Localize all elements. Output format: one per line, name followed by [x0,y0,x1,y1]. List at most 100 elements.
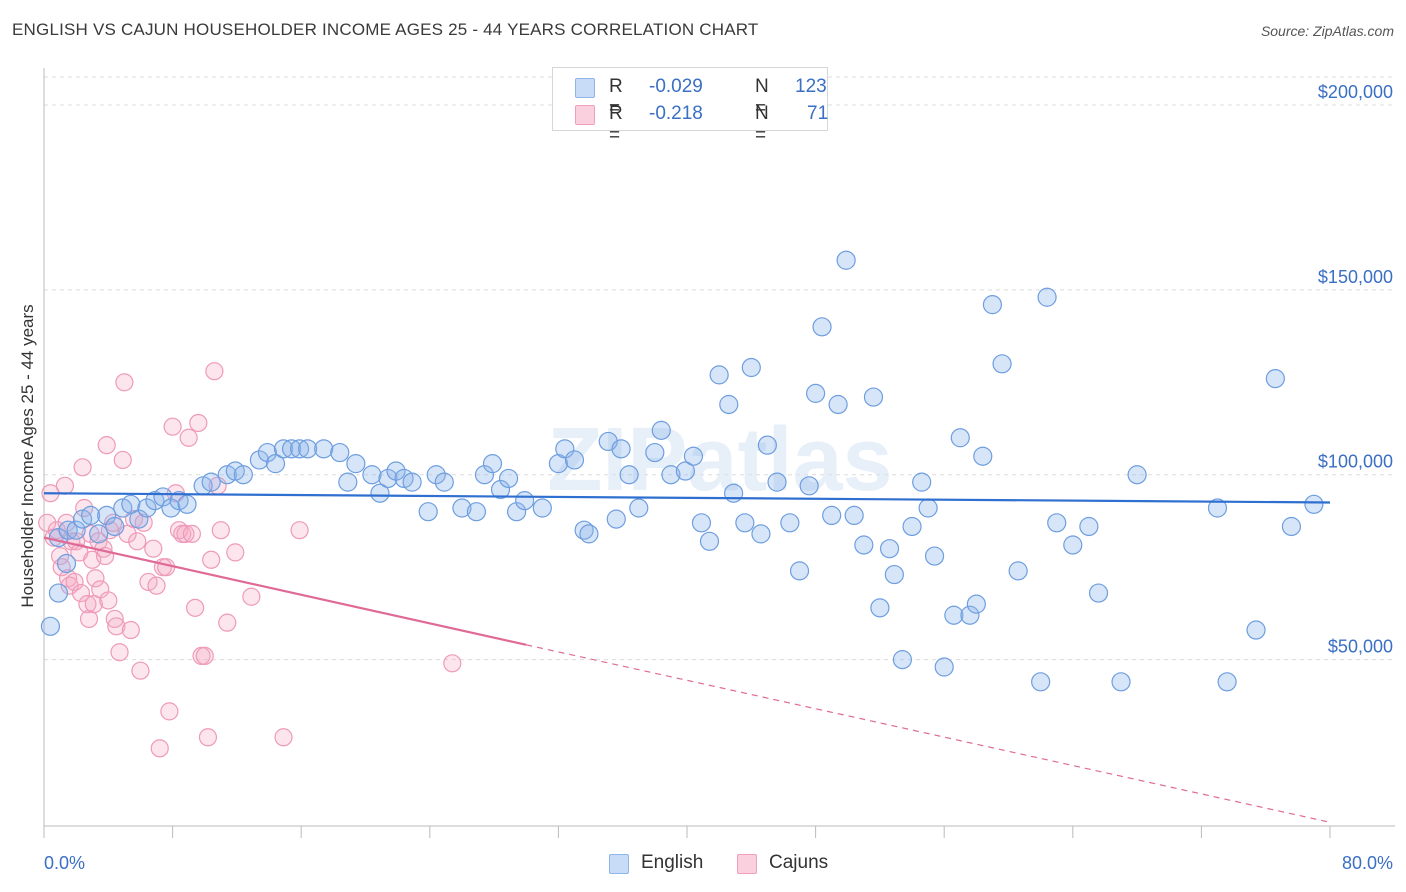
y-tick-label: $100,000 [1318,452,1393,472]
english-point [992,354,1012,374]
english-point [709,365,729,385]
cajun-point [202,550,221,569]
english-point [177,494,197,514]
english-point [137,498,157,518]
english-point [1207,498,1228,518]
english-point [298,439,318,459]
cajun-point [443,654,462,673]
legend-r-value: -0.029 [649,76,703,97]
english-point [767,472,787,492]
legend-n-label: N = [755,76,769,119]
cajun-point [211,521,230,540]
english-point [902,516,922,537]
english-point [1063,535,1083,555]
english-point [452,498,472,518]
cajun-point [107,617,126,636]
english-point [1047,513,1067,533]
cajun-point [110,643,129,662]
english-point [757,435,777,455]
english-point [735,513,755,533]
english-point [58,520,78,540]
cajun-point [86,569,105,588]
cajun-point [218,613,237,632]
english-point [966,594,986,614]
cajun-regression-extension [526,644,1331,823]
legend-swatch-cajuns [575,105,595,125]
english-point [402,472,422,492]
english-point [912,472,932,492]
cajun-point [78,595,97,614]
cajun-point [290,521,309,540]
cajun-point [150,739,169,758]
english-point [606,509,626,529]
x-tick-label: 0.0% [44,853,85,873]
english-point [129,509,149,529]
english-point [40,616,61,636]
cajun-point [242,587,261,606]
english-point [281,439,302,459]
cajun-point [104,513,123,532]
english-point [564,450,585,470]
english-point [629,498,649,518]
cajun-point [121,620,140,640]
english-point [515,491,535,511]
english-point [153,487,173,507]
cajun-point [189,413,208,433]
cajun-point [47,521,66,540]
english-point [960,605,980,625]
english-point [973,446,993,466]
english-point [386,461,406,481]
english-point [1281,516,1302,537]
cajun-point [182,524,201,543]
source-credit: Source: ZipAtlas.com [1260,23,1394,39]
english-point [1008,561,1028,581]
english-point [645,442,665,463]
english-point [683,446,704,466]
english-point [950,428,970,448]
english-point [346,454,366,474]
english-point [121,494,141,514]
cajun-point [71,583,91,603]
legend-r-label: R = [609,103,623,146]
english-point [780,513,800,533]
english-point [418,502,438,522]
series-label-english: English [641,852,704,873]
cajun-point [113,450,132,470]
english-point [161,498,181,518]
english-point [854,535,874,555]
english-point [1079,516,1099,537]
english-point [474,465,495,485]
cajun-point [179,428,198,447]
legend-r-label: R = [609,76,623,119]
english-point [314,439,334,459]
cajun-point [128,532,147,551]
regression-lines [43,492,1331,823]
english-point [507,502,527,522]
watermark: ZIPatlas [547,410,892,510]
english-point [532,498,552,518]
english-point [257,442,278,463]
cajun-point [195,646,214,666]
english-point [1265,368,1285,389]
english-point [884,564,904,585]
english-point [97,505,117,526]
english-point [1037,287,1057,307]
english-point [828,394,848,415]
cajun-point [163,417,182,436]
x-tick-label: 80.0% [1342,853,1393,873]
cajun-point [205,362,224,381]
english-point [699,531,720,551]
english-point [434,472,454,492]
english-point [482,454,503,474]
english-point [789,561,810,581]
english-point [81,505,101,526]
english-point [751,524,771,544]
english-point [426,465,446,485]
english-point [944,605,964,625]
english-point [466,502,487,522]
english-point [812,317,832,337]
english-point [1111,672,1131,692]
series-label-cajuns: Cajuns [769,852,829,873]
english-point [1127,465,1147,485]
english-point [338,472,358,492]
